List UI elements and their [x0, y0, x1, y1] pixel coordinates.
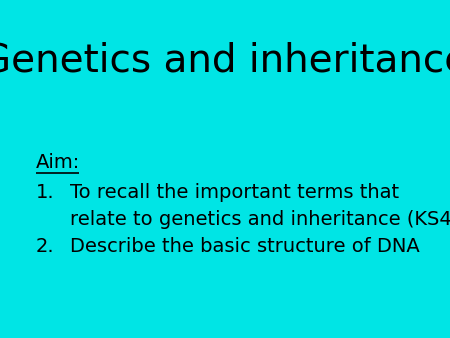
Text: To recall the important terms that: To recall the important terms that: [70, 183, 399, 202]
Text: Describe the basic structure of DNA: Describe the basic structure of DNA: [70, 237, 419, 256]
Text: Aim:: Aim:: [36, 153, 80, 172]
Text: 2.: 2.: [36, 237, 54, 256]
Text: relate to genetics and inheritance (KS4): relate to genetics and inheritance (KS4): [70, 210, 450, 229]
Text: Genetics and inheritance: Genetics and inheritance: [0, 42, 450, 80]
Text: 1.: 1.: [36, 183, 54, 202]
